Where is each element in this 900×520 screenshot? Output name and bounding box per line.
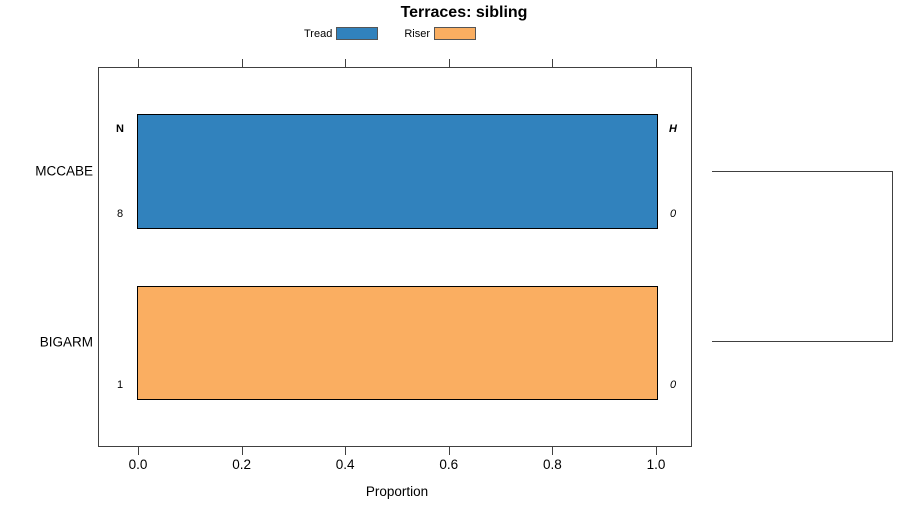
- legend-swatch: [336, 27, 379, 40]
- x-axis-tick-top: [345, 59, 347, 67]
- x-axis-tick: [241, 447, 243, 455]
- x-axis-tick-label: 0.0: [128, 457, 148, 472]
- x-axis-tick-label: 0.8: [543, 457, 562, 472]
- x-axis-tick-label: 0.4: [335, 457, 355, 472]
- chart-title: Terraces: sibling: [400, 4, 528, 21]
- x-axis-tick-top: [241, 59, 243, 67]
- legend-item: Tread: [304, 27, 379, 40]
- bar-annotation: 8: [116, 208, 124, 220]
- legend-label: Riser: [404, 27, 430, 40]
- x-axis-tick-top: [552, 59, 554, 67]
- bar-annotation: N: [116, 123, 124, 135]
- bar-annotation: 1: [116, 379, 124, 391]
- x-axis-tick-label: 0.2: [232, 457, 251, 472]
- category-label-mccabe: MCCABE: [35, 163, 93, 178]
- legend-swatch: [434, 27, 476, 40]
- dendrogram-bracket: [712, 170, 893, 342]
- bar-annotation: 0: [669, 379, 677, 391]
- bar-annotation: 0: [669, 208, 677, 220]
- x-axis-tick-top: [448, 59, 450, 67]
- x-axis-title: Proportion: [365, 484, 429, 499]
- plot-box: Proportion 0.0 0.2 0.4 0.6 0.8 1.0 N 8 H 0 1 0: [98, 59, 692, 499]
- x-axis-tick: [552, 447, 554, 455]
- legend: Tread Riser: [304, 27, 476, 40]
- x-axis-tick-label: 0.6: [439, 457, 459, 472]
- x-axis-tick: [345, 447, 347, 455]
- legend-item: Riser: [404, 27, 476, 40]
- x-axis-tick: [138, 447, 139, 455]
- bar-annotation: H: [669, 123, 677, 135]
- x-axis-tick: [656, 447, 657, 455]
- x-axis-tick-top: [656, 59, 657, 67]
- x-axis-tick-label: 1.0: [646, 457, 666, 472]
- bar-mccabe: [136, 114, 658, 229]
- x-axis-tick: [448, 447, 450, 455]
- bar-bigarm: [136, 286, 658, 400]
- x-axis-tick-top: [138, 59, 139, 67]
- category-label-bigarm: BIGARM: [39, 334, 93, 350]
- legend-label: Tread: [304, 27, 333, 40]
